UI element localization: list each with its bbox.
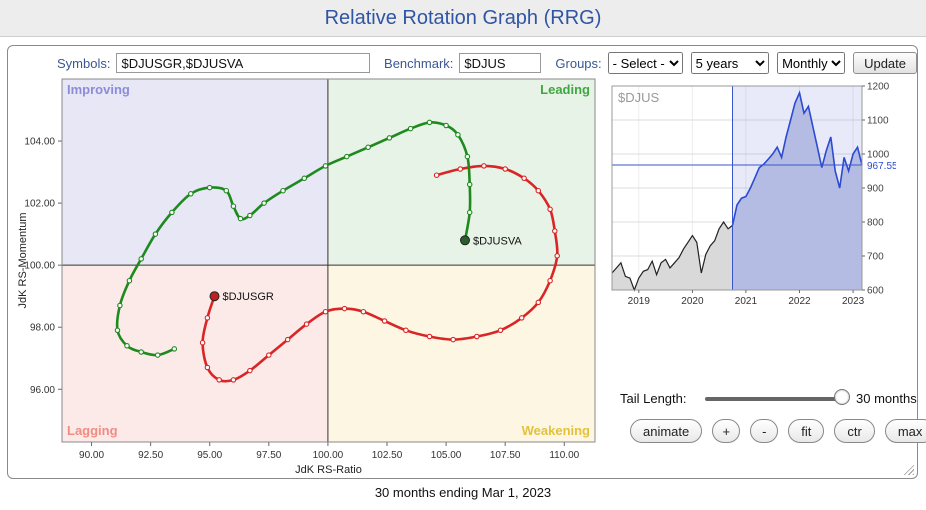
svg-text:2022: 2022 bbox=[788, 296, 811, 307]
svg-text:JdK RS-Ratio: JdK RS-Ratio bbox=[295, 464, 362, 476]
benchmark-input[interactable] bbox=[459, 53, 542, 73]
svg-text:2019: 2019 bbox=[628, 296, 651, 307]
footer-caption: 30 months ending Mar 1, 2023 bbox=[374, 485, 552, 500]
svg-text:$DJUSGR: $DJUSGR bbox=[223, 291, 274, 303]
chart-controls: animate + - fit ctr max bbox=[630, 419, 926, 443]
rrg-panel: Symbols: Benchmark: Groups: - Select - 5… bbox=[7, 45, 926, 479]
svg-text:900: 900 bbox=[867, 184, 884, 195]
svg-text:JdK RS-Momentum: JdK RS-Momentum bbox=[17, 213, 29, 309]
tail-length-slider-handle[interactable] bbox=[834, 389, 850, 405]
svg-text:102.50: 102.50 bbox=[372, 450, 403, 461]
update-button[interactable]: Update bbox=[853, 52, 917, 74]
svg-text:110.00: 110.00 bbox=[549, 450, 579, 461]
page-title: Relative Rotation Graph (RRG) bbox=[324, 7, 602, 29]
svg-text:700: 700 bbox=[867, 252, 884, 263]
svg-text:$DJUSVA: $DJUSVA bbox=[473, 235, 522, 247]
svg-text:600: 600 bbox=[867, 286, 884, 297]
groups-label: Groups: bbox=[555, 55, 602, 71]
period-select[interactable]: 5 years bbox=[690, 52, 770, 74]
rrg-chart: 90.00 92.50 95.00 97.50 100.00 102.50 105.00 10… bbox=[17, 78, 596, 476]
svg-text:104.00: 104.00 bbox=[24, 137, 55, 148]
svg-text:97.50: 97.50 bbox=[256, 450, 281, 461]
svg-text:90.00: 90.00 bbox=[79, 450, 104, 461]
svg-text:1200: 1200 bbox=[867, 82, 890, 93]
svg-text:Leading: Leading bbox=[540, 82, 590, 97]
svg-text:98.00: 98.00 bbox=[30, 323, 55, 334]
animate-button[interactable]: animate bbox=[630, 419, 703, 443]
max-button[interactable]: max bbox=[884, 419, 926, 443]
center-button[interactable]: ctr bbox=[834, 419, 875, 443]
svg-text:Weakening: Weakening bbox=[522, 423, 590, 438]
svg-text:107.50: 107.50 bbox=[490, 450, 521, 461]
interval-select[interactable]: Monthly bbox=[777, 52, 846, 74]
app-header: Relative Rotation Graph (RRG) bbox=[0, 0, 926, 37]
svg-text:102.00: 102.00 bbox=[24, 199, 55, 210]
svg-text:2021: 2021 bbox=[735, 296, 758, 307]
svg-text:2020: 2020 bbox=[681, 296, 704, 307]
tail-length-label: Tail Length: bbox=[620, 391, 687, 406]
svg-text:2023: 2023 bbox=[842, 296, 865, 307]
svg-text:1000: 1000 bbox=[867, 150, 890, 161]
symbols-input[interactable] bbox=[116, 53, 371, 73]
svg-text:105.00: 105.00 bbox=[431, 450, 462, 461]
resize-handle[interactable] bbox=[901, 462, 914, 475]
svg-text:92.50: 92.50 bbox=[138, 450, 163, 461]
zoom-in-button[interactable]: + bbox=[712, 419, 741, 443]
symbols-label: Symbols: bbox=[57, 55, 111, 71]
svg-text:100.00: 100.00 bbox=[313, 450, 344, 461]
groups-select[interactable]: - Select - bbox=[607, 52, 683, 74]
fit-button[interactable]: fit bbox=[788, 419, 825, 443]
svg-text:1100: 1100 bbox=[867, 116, 889, 127]
svg-text:$DJUS: $DJUS bbox=[618, 90, 660, 105]
tail-length-slider-track[interactable] bbox=[705, 397, 843, 401]
tail-length-value: 30 months bbox=[856, 391, 917, 406]
svg-text:967.55: 967.55 bbox=[867, 161, 896, 172]
svg-text:95.00: 95.00 bbox=[197, 450, 222, 461]
benchmark-label: Benchmark: bbox=[384, 55, 454, 71]
svg-text:800: 800 bbox=[867, 218, 884, 229]
zoom-out-button[interactable]: - bbox=[750, 419, 779, 443]
toolbar: Symbols: Benchmark: Groups: - Select - 5… bbox=[8, 51, 917, 75]
svg-text:100.00: 100.00 bbox=[24, 261, 55, 272]
svg-text:Improving: Improving bbox=[67, 82, 130, 97]
benchmark-price-chart: $DJUS 600 700 800 900 1000 1100 1200 967.55 2019 2… bbox=[611, 82, 896, 307]
svg-text:Lagging: Lagging bbox=[67, 423, 118, 438]
svg-text:96.00: 96.00 bbox=[30, 385, 55, 396]
